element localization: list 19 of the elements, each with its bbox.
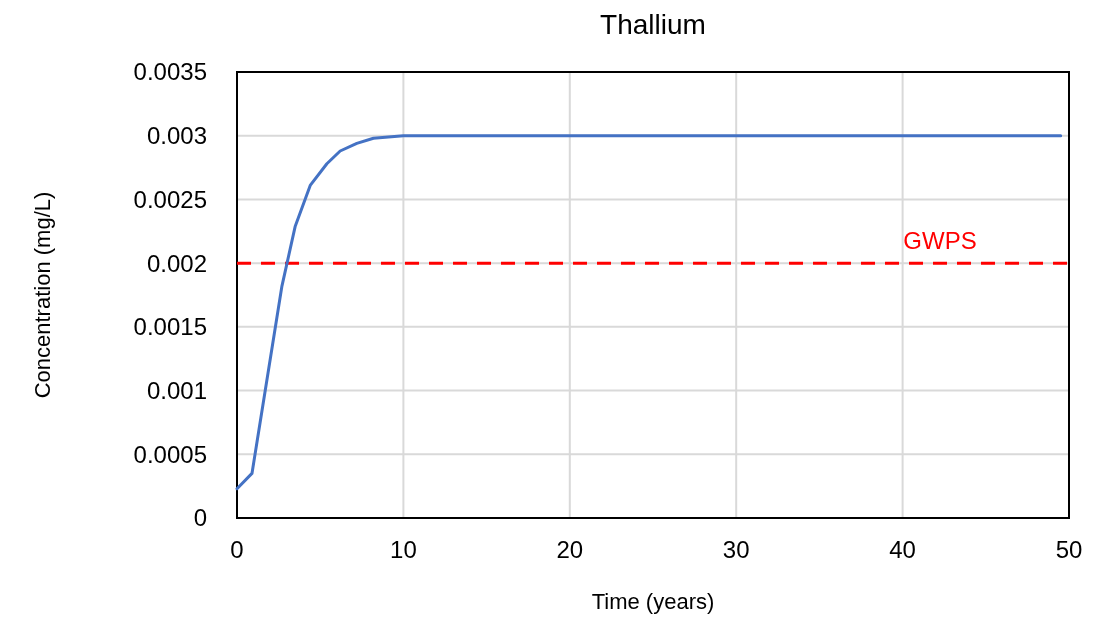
y-tick-label: 0.0015 bbox=[133, 313, 207, 341]
line-series bbox=[235, 134, 1063, 491]
y-tick-label: 0.0025 bbox=[133, 185, 207, 213]
x-tick-label: 10 bbox=[390, 536, 417, 563]
chart-title: Thallium bbox=[600, 9, 706, 40]
x-axis-title: Time (years) bbox=[591, 589, 715, 614]
y-tick-label: 0.002 bbox=[146, 249, 207, 277]
x-tick-label: 40 bbox=[889, 536, 916, 563]
x-tick-label: 0 bbox=[230, 536, 244, 563]
ref-line-label: GWPS bbox=[903, 227, 977, 255]
y-tick-label: 0.0005 bbox=[133, 440, 207, 468]
x-tick-label: 50 bbox=[1055, 536, 1083, 563]
y-tick-label: 0.0035 bbox=[133, 58, 207, 86]
y-axis-title: Concentration (mg/L) bbox=[30, 191, 55, 399]
x-tick-label: 20 bbox=[556, 536, 584, 563]
y-tick-label: 0.003 bbox=[146, 122, 207, 150]
x-tick-label: 30 bbox=[722, 536, 750, 563]
y-tick-label: 0.001 bbox=[146, 376, 207, 404]
y-tick-label: 0 bbox=[193, 504, 207, 532]
